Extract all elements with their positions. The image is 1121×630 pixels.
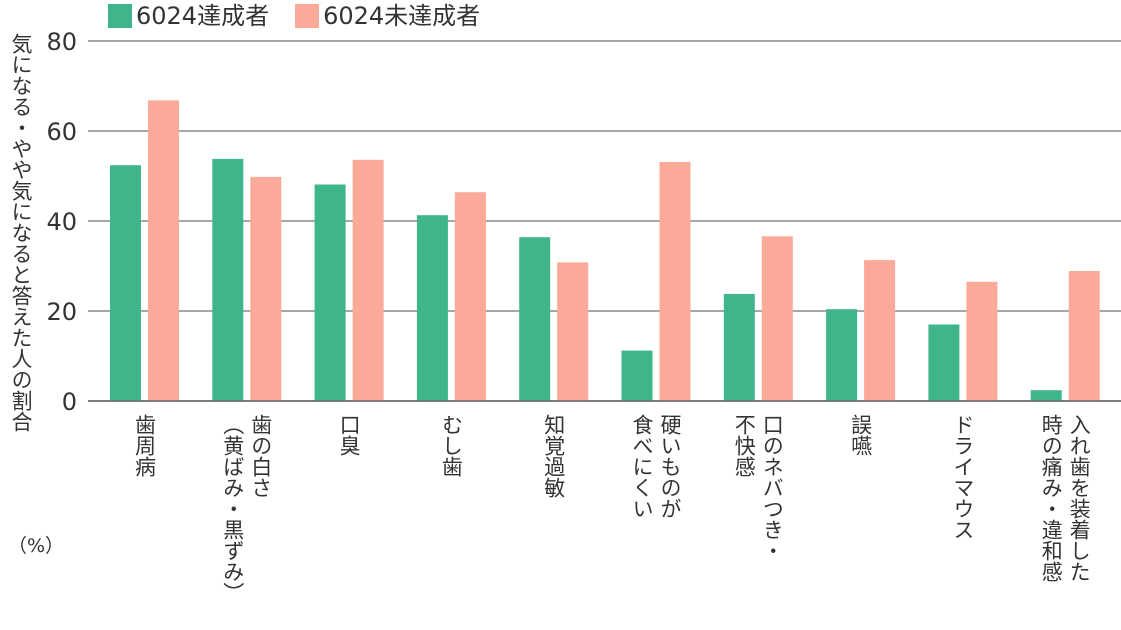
y-axis-label: 気になる・やや気になると答えた人の割合	[9, 33, 33, 432]
bar-achievers-0	[110, 165, 141, 401]
legend: 6024達成者 6024未達成者	[108, 3, 506, 29]
bar-non-achievers-7	[864, 260, 896, 401]
bar-achievers-1	[212, 158, 244, 401]
bar-achievers-5	[621, 350, 653, 401]
bar-non-achievers-8	[966, 281, 998, 402]
legend-label-non-achievers: 6024未達成者	[323, 2, 481, 30]
bar-non-achievers-0	[148, 100, 179, 402]
bar-achievers-3	[416, 215, 448, 401]
x-tick-label: むし歯	[439, 414, 464, 477]
legend-swatch-achievers	[108, 4, 132, 28]
x-tick-label: 時の痛み・違和感	[1039, 414, 1064, 582]
bar-achievers-9	[1030, 390, 1062, 401]
bar-non-achievers-4	[557, 262, 589, 401]
legend-label-achievers: 6024達成者	[136, 2, 270, 30]
bar-achievers-4	[519, 237, 551, 401]
y-axis-unit: （%）	[8, 535, 65, 557]
bar-achievers-7	[826, 309, 858, 401]
x-tick-label: 硬いものが	[658, 414, 682, 519]
y-axis-title: 気になる・やや気になると答えた人の割合 （%）	[6, 33, 64, 593]
x-tick-label: 知覚過敏	[541, 414, 566, 498]
bar-non-achievers-9	[1068, 271, 1100, 401]
bar-non-achievers-2	[352, 159, 384, 401]
bar-non-achievers-5	[659, 162, 691, 401]
x-tick-label: 不快感	[732, 414, 757, 477]
x-tick-label: 口のネバつき・	[760, 414, 785, 561]
bar-non-achievers-6	[761, 236, 793, 401]
x-tick-label: ドライマウス	[950, 414, 975, 540]
legend-swatch-non-achievers	[295, 4, 320, 28]
y-tick-label: 80	[46, 28, 77, 56]
legend-item-non-achievers: 6024未達成者	[295, 3, 480, 29]
y-tick-label: 20	[46, 298, 77, 326]
x-tick-label: 入れ歯を装着した	[1067, 414, 1092, 582]
y-tick-label: 40	[46, 208, 77, 236]
x-tick-label: 口臭	[337, 414, 362, 456]
x-tick-label: 誤嚥	[848, 414, 873, 456]
x-tick-label: （黄ばみ・黒ずみ）	[220, 414, 245, 603]
y-tick-label: 0	[62, 388, 77, 416]
bar-achievers-8	[928, 324, 960, 401]
legend-item-achievers: 6024達成者	[108, 3, 269, 29]
bar-non-achievers-1	[250, 176, 282, 401]
bar-achievers-6	[723, 293, 755, 401]
x-tick-label: 歯周病	[132, 414, 157, 477]
bar-achievers-2	[314, 184, 346, 401]
y-tick-label: 60	[46, 118, 77, 146]
bar-non-achievers-3	[454, 192, 486, 401]
x-tick-label: 歯の白さ	[248, 414, 273, 498]
x-tick-label: 食べにくい	[630, 414, 654, 519]
